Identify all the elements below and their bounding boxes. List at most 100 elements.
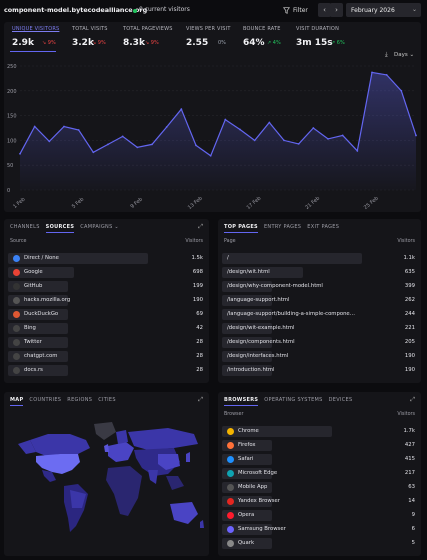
interval-select[interactable]: Days ⌄ (394, 52, 415, 58)
row-bar (8, 365, 68, 376)
browsers-row[interactable]: Mobile App 63 (222, 482, 417, 493)
stat-value: 2.9k (12, 38, 34, 48)
series-line (19, 71, 417, 157)
visitors-chart[interactable]: 0 50 100 150 200 250 1 Feb 5 Feb 9 Feb 13 Feb 17 F… (4, 60, 421, 212)
data-point (356, 149, 359, 152)
download-icon[interactable]: ⤓ (385, 51, 388, 58)
pages-row[interactable]: /design/wit.html 635 (222, 267, 417, 278)
tab-exit-pages[interactable]: EXIT PAGES (307, 224, 340, 230)
expand-icon[interactable]: ⤢ (198, 396, 203, 403)
sources-row[interactable]: Twitter 28 (8, 337, 205, 348)
row-bar (8, 295, 68, 306)
stat-bounce-rate[interactable]: BOUNCE RATE 64% ↗ 4% (243, 26, 281, 48)
live-indicator-icon (133, 9, 137, 13)
map-scandinavia (116, 430, 128, 444)
series-area (20, 72, 416, 190)
pages-row[interactable]: /language-support/building-a-simple-comp… (222, 309, 417, 320)
edge-icon (227, 470, 234, 477)
sources-row[interactable]: chatgpt.com 28 (8, 351, 205, 362)
chatgpt-icon (13, 353, 20, 360)
browsers-row[interactable]: Opera 9 (222, 510, 417, 521)
row-count: 399 (404, 283, 415, 289)
mozilla-icon (13, 297, 20, 304)
map-africa (106, 466, 142, 516)
tab-top-pages[interactable]: TOP PAGES (224, 224, 258, 233)
tab-regions[interactable]: REGIONS (67, 397, 93, 403)
stat-views-per-visit[interactable]: VIEWS PER VISIT 2.55 0% (186, 26, 231, 48)
pages-row[interactable]: /design/components.html 205 (222, 337, 417, 348)
next-period-button[interactable]: › (330, 3, 343, 17)
data-point (312, 127, 315, 129)
browsers-row[interactable]: Samsung Browser 6 (222, 524, 417, 535)
row-bar (222, 253, 362, 264)
browsers-row[interactable]: Safari 415 (222, 454, 417, 465)
data-point (297, 142, 300, 145)
filter-button[interactable]: Filter (283, 4, 313, 17)
tab-campaigns[interactable]: CAMPAIGNS ⌄ (80, 224, 119, 230)
row-label: /language-support.html (227, 297, 290, 303)
current-visitors[interactable]: 0 current visitors (139, 6, 190, 13)
browsers-row[interactable]: Microsoft Edge 217 (222, 468, 417, 479)
chevron-down-icon[interactable]: ⌄ (118, 6, 124, 13)
sources-tabs: CHANNELS SOURCES CAMPAIGNS ⌄ (10, 224, 119, 233)
row-label: DuckDuckGo (24, 311, 59, 317)
pages-row[interactable]: /design/interfaces.html 190 (222, 351, 417, 362)
tab-channels[interactable]: CHANNELS (10, 224, 40, 230)
map-uk (104, 444, 109, 452)
browsers-row[interactable]: Quark 5 (222, 538, 417, 549)
sources-row[interactable]: Google 698 (8, 267, 205, 278)
stat-label: VIEWS PER VISIT (186, 26, 231, 32)
pages-row[interactable]: / 1.1k (222, 253, 417, 264)
stat-total-visits[interactable]: TOTAL VISITS 3.2k ↘ 9% (72, 26, 108, 48)
tab-operating-systems[interactable]: OPERATING SYSTEMS (264, 397, 323, 403)
active-stat-underline (10, 51, 56, 52)
sources-row[interactable]: docs.rs 28 (8, 365, 205, 376)
map-japan (186, 452, 190, 462)
main-graph-panel: UNIQUE VISITORS 2.9k ↘ 9% TOTAL VISITS 3… (4, 22, 421, 212)
expand-icon[interactable]: ⤢ (198, 223, 203, 230)
world-map[interactable] (8, 410, 205, 550)
tab-sources[interactable]: SOURCES (45, 224, 75, 233)
row-bar (222, 496, 272, 507)
y-tick-label: 0 (7, 188, 10, 194)
prev-period-button[interactable]: ‹ (318, 3, 331, 17)
site-selector[interactable]: component-model.bytecodealliance.org (4, 6, 148, 14)
date-range-select[interactable]: February 2026 ⌄ (346, 3, 421, 17)
tab-map[interactable]: MAP (10, 397, 24, 406)
sources-row[interactable]: GitHub 199 (8, 281, 205, 292)
pages-row[interactable]: /design/wit-example.html 221 (222, 323, 417, 334)
duckduckgo-icon (13, 311, 20, 318)
expand-icon[interactable]: ⤢ (410, 396, 415, 403)
pages-row[interactable]: /introduction.html 190 (222, 365, 417, 376)
stat-label: VISIT DURATION (296, 26, 340, 32)
map-greenland (94, 422, 116, 440)
map-new-zealand (200, 520, 204, 528)
stat-total-pageviews[interactable]: TOTAL PAGEVIEWS 8.3k ↘ 9% (123, 26, 173, 48)
twitter-icon (13, 339, 20, 346)
browsers-row[interactable]: Firefox 427 (222, 440, 417, 451)
row-label: Opera (238, 512, 255, 518)
tab-devices[interactable]: DEVICES (328, 397, 353, 403)
tab-countries[interactable]: COUNTRIES (29, 397, 62, 403)
tab-cities[interactable]: CITIES (98, 397, 116, 403)
safari-icon (227, 456, 234, 463)
sources-row[interactable]: Bing 42 (8, 323, 205, 334)
stat-unique-visitors[interactable]: UNIQUE VISITORS 2.9k ↘ 9% (12, 26, 59, 48)
row-label: Yandex Browser (238, 498, 280, 504)
chrome-icon (227, 428, 234, 435)
row-label: Samsung Browser (238, 526, 286, 532)
browsers-row[interactable]: Yandex Browser 14 (222, 496, 417, 507)
map-china (158, 454, 180, 470)
sources-row[interactable]: DuckDuckGo 69 (8, 309, 205, 320)
pages-row[interactable]: /language-support.html 262 (222, 295, 417, 306)
row-count: 14 (408, 498, 415, 504)
stat-value: 3m 15s (296, 38, 333, 48)
sources-row[interactable]: Direct / None 1.5k (8, 253, 205, 264)
stat-visit-duration[interactable]: VISIT DURATION 3m 15s ↗ 6% (296, 26, 345, 48)
stat-delta: ↘ 9% (42, 40, 56, 46)
tab-entry-pages[interactable]: ENTRY PAGES (263, 224, 302, 230)
pages-row[interactable]: /design/why-component-model.html 399 (222, 281, 417, 292)
sources-row[interactable]: hacks.mozilla.org 190 (8, 295, 205, 306)
browsers-row[interactable]: Chrome 1.7k (222, 426, 417, 437)
tab-browsers[interactable]: BROWSERS (224, 397, 259, 406)
